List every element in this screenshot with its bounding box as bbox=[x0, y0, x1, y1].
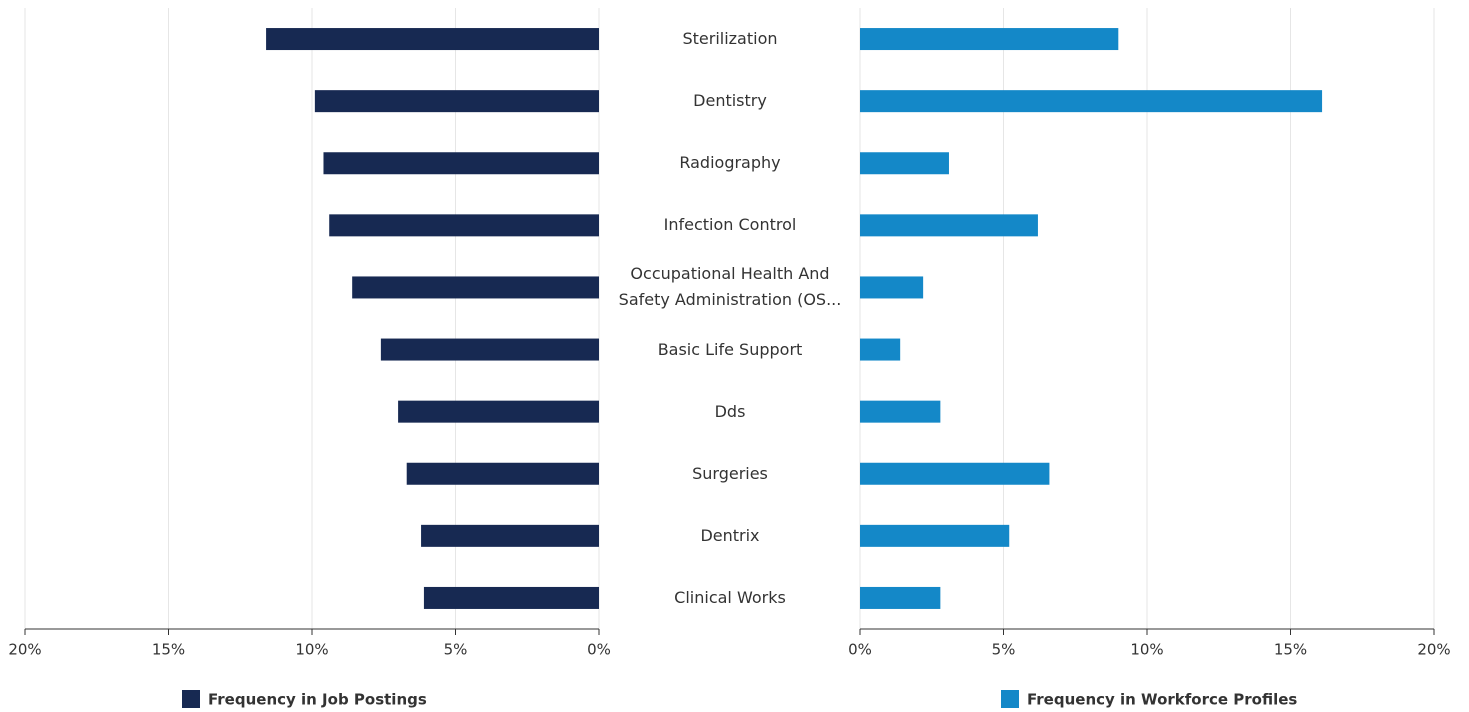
bar bbox=[406, 462, 599, 485]
category-label: Infection Control bbox=[663, 215, 797, 235]
bar bbox=[421, 524, 599, 547]
category-label: Dentrix bbox=[700, 525, 760, 545]
bar bbox=[323, 152, 599, 175]
category-label: Occupational Health And Safety Administr… bbox=[618, 264, 842, 310]
legend-swatch bbox=[182, 690, 200, 708]
bar bbox=[266, 28, 599, 51]
x-tick-label: 15% bbox=[1274, 641, 1307, 659]
bar bbox=[860, 524, 1010, 547]
x-tick-label: 15% bbox=[152, 641, 185, 659]
category-label: Basic Life Support bbox=[657, 339, 803, 359]
x-tick-label: 5% bbox=[444, 641, 468, 659]
bar bbox=[860, 338, 901, 361]
category-label: Dds bbox=[714, 401, 746, 421]
category-label: Clinical Works bbox=[674, 587, 786, 607]
x-tick-label: 0% bbox=[587, 641, 611, 659]
bar bbox=[329, 214, 599, 237]
category-label: Surgeries bbox=[692, 463, 768, 483]
bar bbox=[860, 276, 924, 299]
legend-label: Frequency in Workforce Profiles bbox=[1027, 691, 1297, 709]
bar bbox=[860, 586, 941, 609]
bar bbox=[352, 276, 599, 299]
bar bbox=[860, 28, 1119, 51]
bar bbox=[860, 214, 1038, 237]
bar bbox=[423, 586, 599, 609]
legend-label: Frequency in Job Postings bbox=[208, 691, 427, 709]
bar bbox=[860, 90, 1323, 113]
category-label: Sterilization bbox=[682, 29, 778, 49]
x-tick-label: 5% bbox=[992, 641, 1016, 659]
category-label: Radiography bbox=[679, 153, 781, 173]
x-tick-label: 10% bbox=[295, 641, 328, 659]
bar bbox=[860, 152, 949, 175]
x-tick-label: 0% bbox=[848, 641, 872, 659]
bar bbox=[380, 338, 599, 361]
bar bbox=[860, 400, 941, 423]
bar bbox=[398, 400, 599, 423]
x-tick-label: 20% bbox=[1417, 641, 1450, 659]
bar bbox=[314, 90, 599, 113]
bar bbox=[860, 462, 1050, 485]
legend-swatch bbox=[1001, 690, 1019, 708]
x-tick-label: 20% bbox=[8, 641, 41, 659]
x-tick-label: 10% bbox=[1130, 641, 1163, 659]
category-label: Dentistry bbox=[693, 91, 767, 111]
